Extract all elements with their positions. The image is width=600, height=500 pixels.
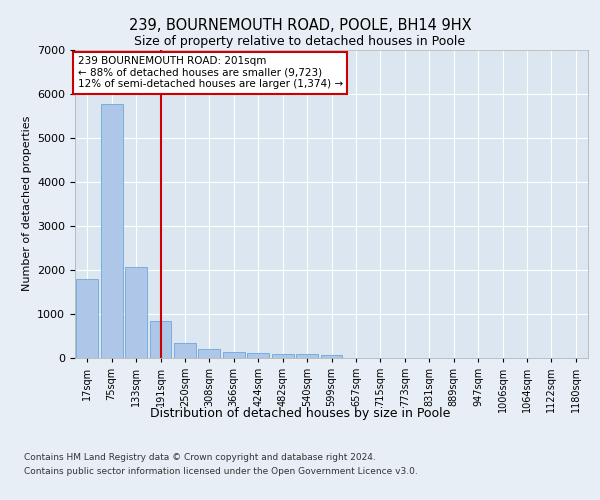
Text: Distribution of detached houses by size in Poole: Distribution of detached houses by size … [150,408,450,420]
Bar [101,104,122,358]
Text: Contains HM Land Registry data © Crown copyright and database right 2024.: Contains HM Land Registry data © Crown c… [24,452,376,462]
Bar [149,322,172,358]
Bar [174,342,196,357]
Text: Size of property relative to detached houses in Poole: Size of property relative to detached ho… [134,35,466,48]
Bar [76,280,98,357]
Bar [320,355,343,358]
Bar [125,267,147,358]
Bar [199,348,220,358]
Bar [272,354,293,358]
Bar [247,352,269,358]
Text: 239, BOURNEMOUTH ROAD, POOLE, BH14 9HX: 239, BOURNEMOUTH ROAD, POOLE, BH14 9HX [128,18,472,32]
Bar [223,352,245,358]
Bar [296,354,318,358]
Text: 239 BOURNEMOUTH ROAD: 201sqm
← 88% of detached houses are smaller (9,723)
12% of: 239 BOURNEMOUTH ROAD: 201sqm ← 88% of de… [77,56,343,90]
Y-axis label: Number of detached properties: Number of detached properties [22,116,32,292]
Text: Contains public sector information licensed under the Open Government Licence v3: Contains public sector information licen… [24,468,418,476]
